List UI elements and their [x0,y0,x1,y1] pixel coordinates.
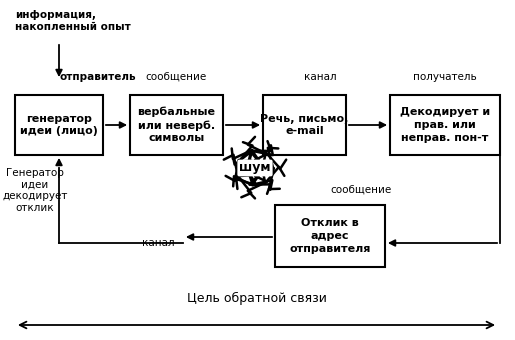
Text: сообщение: сообщение [330,185,391,195]
Bar [390,95,500,155]
Text: Генератор
идеи
декодирует
отклик: Генератор идеи декодирует отклик [2,168,67,213]
Text: сообщение: сообщение [145,72,207,82]
Text: Отклик в
адрес
отправителя: Отклик в адрес отправителя [289,218,371,254]
Bar [275,205,385,267]
Text: шум: шум [239,162,271,174]
Text: информация,
накопленный опыт: информация, накопленный опыт [15,10,131,32]
Text: канал: канал [304,72,337,82]
Bar [130,95,223,155]
Text: генератор
идеи (лицо): генератор идеи (лицо) [20,114,98,136]
Text: Речь, письмо,
e-mail: Речь, письмо, e-mail [260,114,349,136]
Text: Декодирует и
прав. или
неправ. пон-т: Декодирует и прав. или неправ. пон-т [400,107,490,143]
Bar [263,95,346,155]
Bar [15,95,103,155]
Text: вербальные
или неверб.
символы: вербальные или неверб. символы [138,107,215,143]
Text: Цель обратной связи: Цель обратной связи [187,292,327,305]
Text: получатель: получатель [413,72,477,82]
Text: отправитель: отправитель [59,72,135,82]
Text: канал: канал [142,238,175,248]
